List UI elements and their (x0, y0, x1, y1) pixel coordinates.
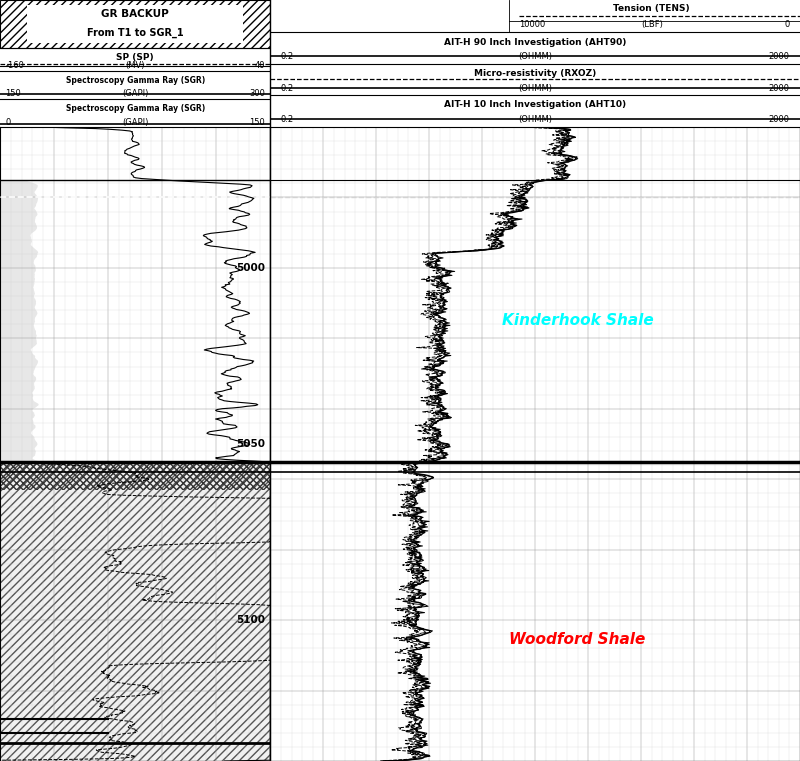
Text: AIT-H 90 Inch Investigation (AHT90): AIT-H 90 Inch Investigation (AHT90) (444, 38, 626, 47)
Text: -160: -160 (6, 61, 24, 70)
Text: 150: 150 (6, 89, 21, 98)
Text: AIT-H 10 Inch Investigation (AHT10): AIT-H 10 Inch Investigation (AHT10) (444, 100, 626, 110)
Text: Spectroscopy Gamma Ray (SGR): Spectroscopy Gamma Ray (SGR) (66, 76, 205, 85)
Text: (LBF): (LBF) (641, 21, 662, 29)
Text: 5050: 5050 (236, 439, 265, 449)
Text: (GAPI): (GAPI) (122, 118, 148, 127)
Text: 5000: 5000 (236, 263, 265, 273)
Text: 10000: 10000 (519, 21, 546, 29)
Text: 2000: 2000 (769, 52, 790, 61)
Text: Micro-resistivity (RXOZ): Micro-resistivity (RXOZ) (474, 68, 596, 78)
Text: Woodford Shale: Woodford Shale (510, 632, 646, 647)
Text: 2000: 2000 (769, 84, 790, 93)
Text: GR BACKUP: GR BACKUP (102, 9, 169, 20)
Bar (27, 5, 243, 43)
Bar (0, 0, 270, 48)
Text: 300: 300 (249, 89, 265, 98)
Text: 0.2: 0.2 (281, 84, 294, 93)
Text: 40: 40 (254, 61, 265, 70)
Text: Spectroscopy Gamma Ray (SGR): Spectroscopy Gamma Ray (SGR) (66, 104, 205, 113)
Text: SP (SP): SP (SP) (116, 53, 154, 62)
Text: (GAPI): (GAPI) (122, 89, 148, 98)
Text: 0.2: 0.2 (281, 52, 294, 61)
Text: 0: 0 (6, 118, 10, 127)
Text: 150: 150 (250, 118, 265, 127)
Text: (OHMM): (OHMM) (518, 84, 552, 93)
Text: 5100: 5100 (236, 615, 265, 625)
Text: Tension (TENS): Tension (TENS) (614, 4, 690, 13)
Text: (OHMM): (OHMM) (518, 52, 552, 61)
Text: (MV): (MV) (126, 61, 145, 70)
Text: 2000: 2000 (769, 116, 790, 125)
Text: Kinderhook Shale: Kinderhook Shale (502, 314, 654, 328)
Text: From T1 to SGR_1: From T1 to SGR_1 (87, 27, 183, 38)
Text: 0.2: 0.2 (281, 116, 294, 125)
Text: 0: 0 (784, 21, 790, 29)
Text: (OHMM): (OHMM) (518, 116, 552, 125)
